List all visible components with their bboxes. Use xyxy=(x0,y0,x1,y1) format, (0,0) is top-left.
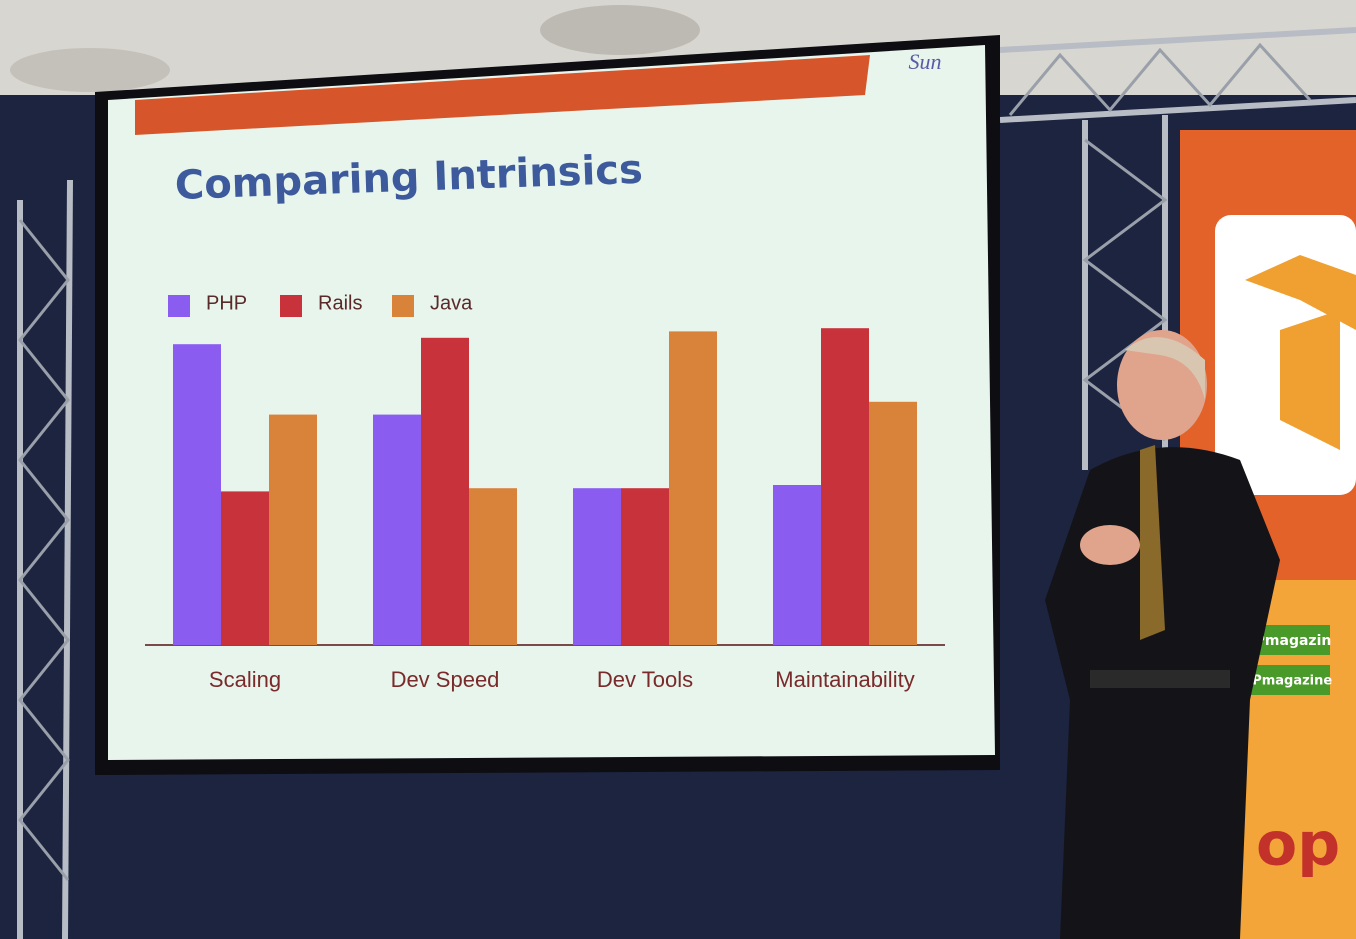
x-tick-label: Dev Speed xyxy=(391,667,500,692)
bar xyxy=(469,488,517,645)
logo: Sun xyxy=(909,49,942,74)
bar xyxy=(173,344,221,645)
bar xyxy=(621,488,669,645)
bar xyxy=(669,331,717,645)
x-tick-label: Dev Tools xyxy=(597,667,693,692)
vent xyxy=(10,48,170,92)
x-tick-label: Scaling xyxy=(209,667,281,692)
bar xyxy=(269,415,317,645)
legend-label: Rails xyxy=(318,292,362,314)
banner-text: op xyxy=(1256,810,1340,880)
legend-label: PHP xyxy=(206,292,247,314)
page: {"chart_data": {"type": "bar", "title": … xyxy=(0,0,1356,939)
legend-label: Java xyxy=(430,292,473,314)
bar xyxy=(573,488,621,645)
vent xyxy=(540,5,700,55)
x-tick-label: Maintainability xyxy=(775,667,914,692)
bar xyxy=(821,328,869,645)
bar xyxy=(221,491,269,645)
legend-swatch xyxy=(280,295,302,317)
bar xyxy=(869,402,917,645)
bar xyxy=(773,485,821,645)
legend-swatch xyxy=(392,295,414,317)
bar xyxy=(373,415,421,645)
legend-swatch xyxy=(168,295,190,317)
scene: PHPmagazin PHPmagazine op Sun Comparing … xyxy=(0,0,1356,939)
bar xyxy=(421,338,469,645)
